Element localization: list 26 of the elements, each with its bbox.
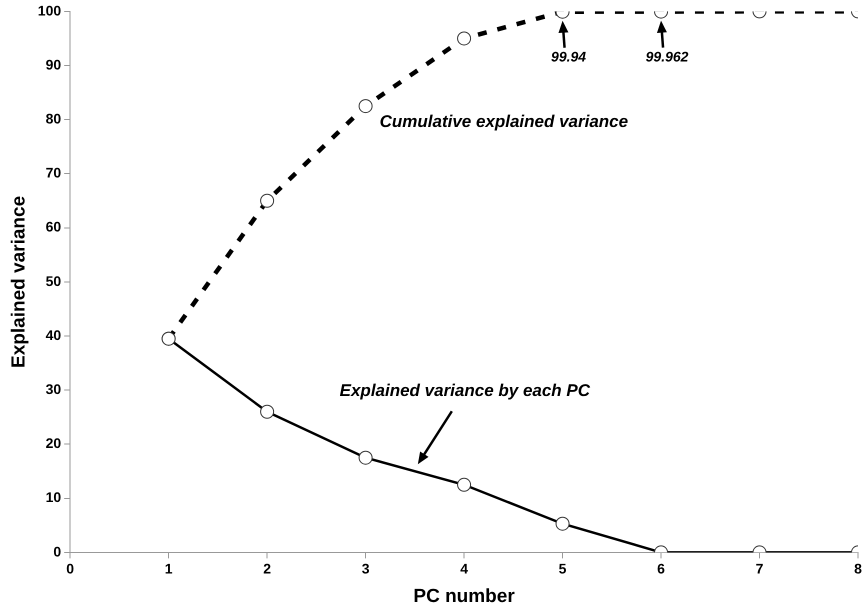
y-tick-label: 0	[53, 543, 62, 560]
data-label: 99.94	[551, 48, 586, 65]
x-tick-label: 6	[657, 560, 666, 577]
x-axis-title: PC number	[413, 586, 516, 607]
y-tick-label: 10	[46, 489, 62, 506]
x-tick-label: 5	[558, 560, 567, 577]
y-tick-label: 70	[46, 164, 62, 181]
series-label: Cumulative explained variance	[380, 112, 628, 131]
y-tick-label: 30	[46, 380, 62, 397]
x-tick-label: 4	[460, 560, 468, 577]
data-label: 99.962	[646, 48, 689, 64]
y-tick-label: 80	[46, 110, 62, 126]
y-tick-label: 50	[46, 272, 62, 289]
x-tick-label: 3	[362, 560, 370, 577]
text: Explained variance by each PC	[340, 380, 591, 400]
x-tick-label: 2	[263, 560, 272, 577]
x-tick-label: 7	[756, 560, 764, 577]
x-tick-label: 1	[164, 560, 173, 577]
y-tick-label: 60	[46, 218, 62, 235]
x-tick-label: 8	[854, 560, 862, 577]
x-tick-label: 0	[66, 560, 74, 577]
y-tick-label: 100	[38, 2, 62, 18]
y-axis-title: Explained variance	[8, 196, 30, 368]
y-tick-label: 20	[46, 435, 62, 452]
y-tick-label: 40	[46, 326, 62, 343]
y-tick-label: 90	[46, 56, 62, 72]
